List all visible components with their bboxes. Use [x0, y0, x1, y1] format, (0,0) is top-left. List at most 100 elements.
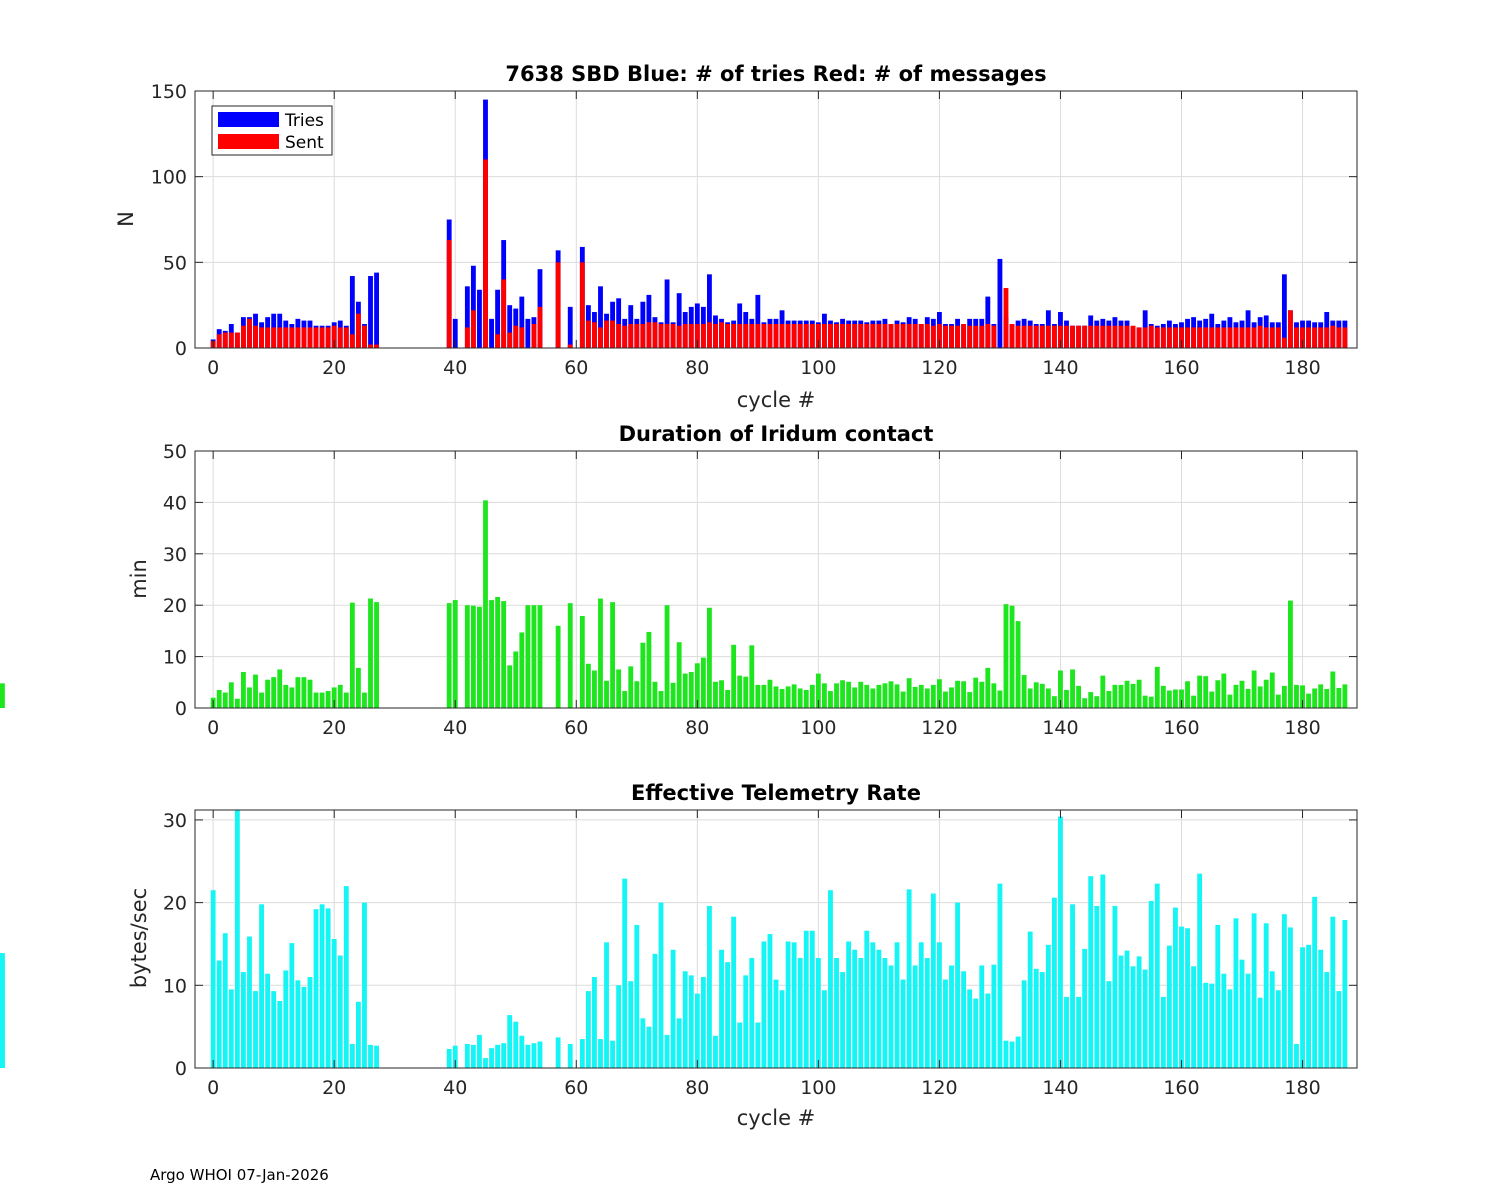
bar-duration [446, 603, 452, 708]
bar-duration [1191, 695, 1197, 708]
bar-rate [840, 972, 845, 1068]
bar-rate [1112, 905, 1118, 1068]
bar-rate [834, 958, 839, 1068]
bar-duration [682, 673, 688, 708]
bar-rate [894, 942, 900, 1068]
bar-rate [1288, 927, 1293, 1068]
bar-duration [622, 691, 628, 708]
bar-rate [1233, 918, 1239, 1068]
bar-sent [1112, 325, 1118, 348]
legend-swatch-tries [218, 112, 279, 127]
bar-sent [834, 324, 839, 348]
bar-sent [664, 324, 670, 348]
bar-rate [943, 979, 948, 1068]
x-tick-label: 40 [443, 1077, 467, 1099]
bar-sent [918, 324, 924, 348]
bar-sent [961, 324, 967, 348]
bar-duration [265, 679, 271, 708]
bar-rate [761, 941, 767, 1068]
x-tick-label: 40 [443, 717, 467, 739]
bar-duration [289, 687, 295, 708]
bar-tries [507, 305, 513, 348]
bar-rate [295, 980, 301, 1068]
bar-sent [1330, 325, 1336, 348]
bar-duration [852, 687, 858, 708]
legend: Tries Sent [211, 105, 333, 156]
bar-duration [834, 683, 839, 708]
bar-rate [628, 981, 634, 1068]
bar-tries [489, 318, 494, 348]
bar-rate [1088, 876, 1094, 1068]
bar-sent [1221, 327, 1227, 348]
bar-rate [1058, 816, 1063, 1068]
bar-duration [876, 684, 882, 708]
bar-duration [900, 691, 906, 708]
bar-duration [1251, 670, 1257, 708]
bar-sent [331, 325, 337, 348]
bar-sent [676, 325, 682, 348]
bar-rate [1124, 950, 1130, 1068]
x-tick-label: 120 [921, 717, 957, 739]
bar-rate [930, 893, 936, 1068]
bar-rate [700, 977, 706, 1068]
bar-duration [228, 682, 234, 708]
bar-rate [1148, 900, 1154, 1068]
bar-rate [688, 975, 694, 1068]
y-tick-label: 0 [175, 338, 187, 360]
footer-credit: Argo WHOI 07-Jan-2026 [150, 1166, 329, 1184]
bar-rate [900, 979, 906, 1068]
bar-rate [1300, 947, 1305, 1068]
bar-rate [1166, 945, 1172, 1068]
bar-rate [991, 964, 997, 1068]
bar-tries [464, 286, 470, 348]
bar-sent [1275, 327, 1281, 348]
bar-sent [234, 332, 240, 348]
bar-duration [1221, 673, 1227, 708]
bar-duration [1342, 684, 1348, 708]
bar-tries [349, 276, 355, 348]
bar-duration [1094, 696, 1100, 708]
bar-sent [930, 325, 936, 348]
bar-rate [222, 933, 228, 1068]
bar-sent [483, 159, 488, 348]
x-tick-label: 180 [1284, 1077, 1320, 1099]
bar-rate [1051, 897, 1057, 1068]
y-tick-label: 10 [163, 975, 187, 997]
bar-duration [1203, 676, 1209, 708]
bar-rate [519, 1035, 525, 1068]
bar-sent [228, 332, 234, 348]
bar-sent [821, 324, 827, 348]
bar-duration [858, 681, 864, 708]
bar-sent [216, 334, 222, 348]
bar-sent [567, 344, 573, 348]
bar-duration [222, 692, 228, 708]
x-tick-label: 140 [1042, 357, 1078, 379]
bar-sent [1142, 327, 1148, 348]
bar-sent [507, 332, 513, 348]
bar-sent [247, 318, 252, 348]
bar-duration [1045, 688, 1051, 708]
bar-sent [1015, 325, 1021, 348]
bar-rate [1324, 972, 1330, 1068]
bar-rate [283, 970, 289, 1068]
bar-duration [1300, 685, 1305, 708]
bar-duration [743, 676, 749, 708]
bar-rate [331, 939, 337, 1068]
bar-duration [585, 663, 591, 708]
bar-sent [1281, 337, 1287, 348]
bar-duration [955, 680, 960, 708]
bar-rate [1045, 944, 1051, 1068]
bar-rate [791, 942, 797, 1068]
bar-sent [773, 324, 779, 348]
bar-rate [1015, 1036, 1021, 1068]
bar-rate [634, 924, 640, 1068]
bar-rate [713, 1035, 718, 1068]
bar-sent [531, 324, 537, 348]
bar-rate [852, 949, 858, 1068]
bar-duration [1003, 604, 1009, 708]
bar-sent [1269, 327, 1275, 348]
bar-duration [319, 692, 325, 708]
bar-rate [961, 971, 967, 1068]
bar-sent [1185, 327, 1190, 348]
bar-sent [368, 344, 373, 348]
